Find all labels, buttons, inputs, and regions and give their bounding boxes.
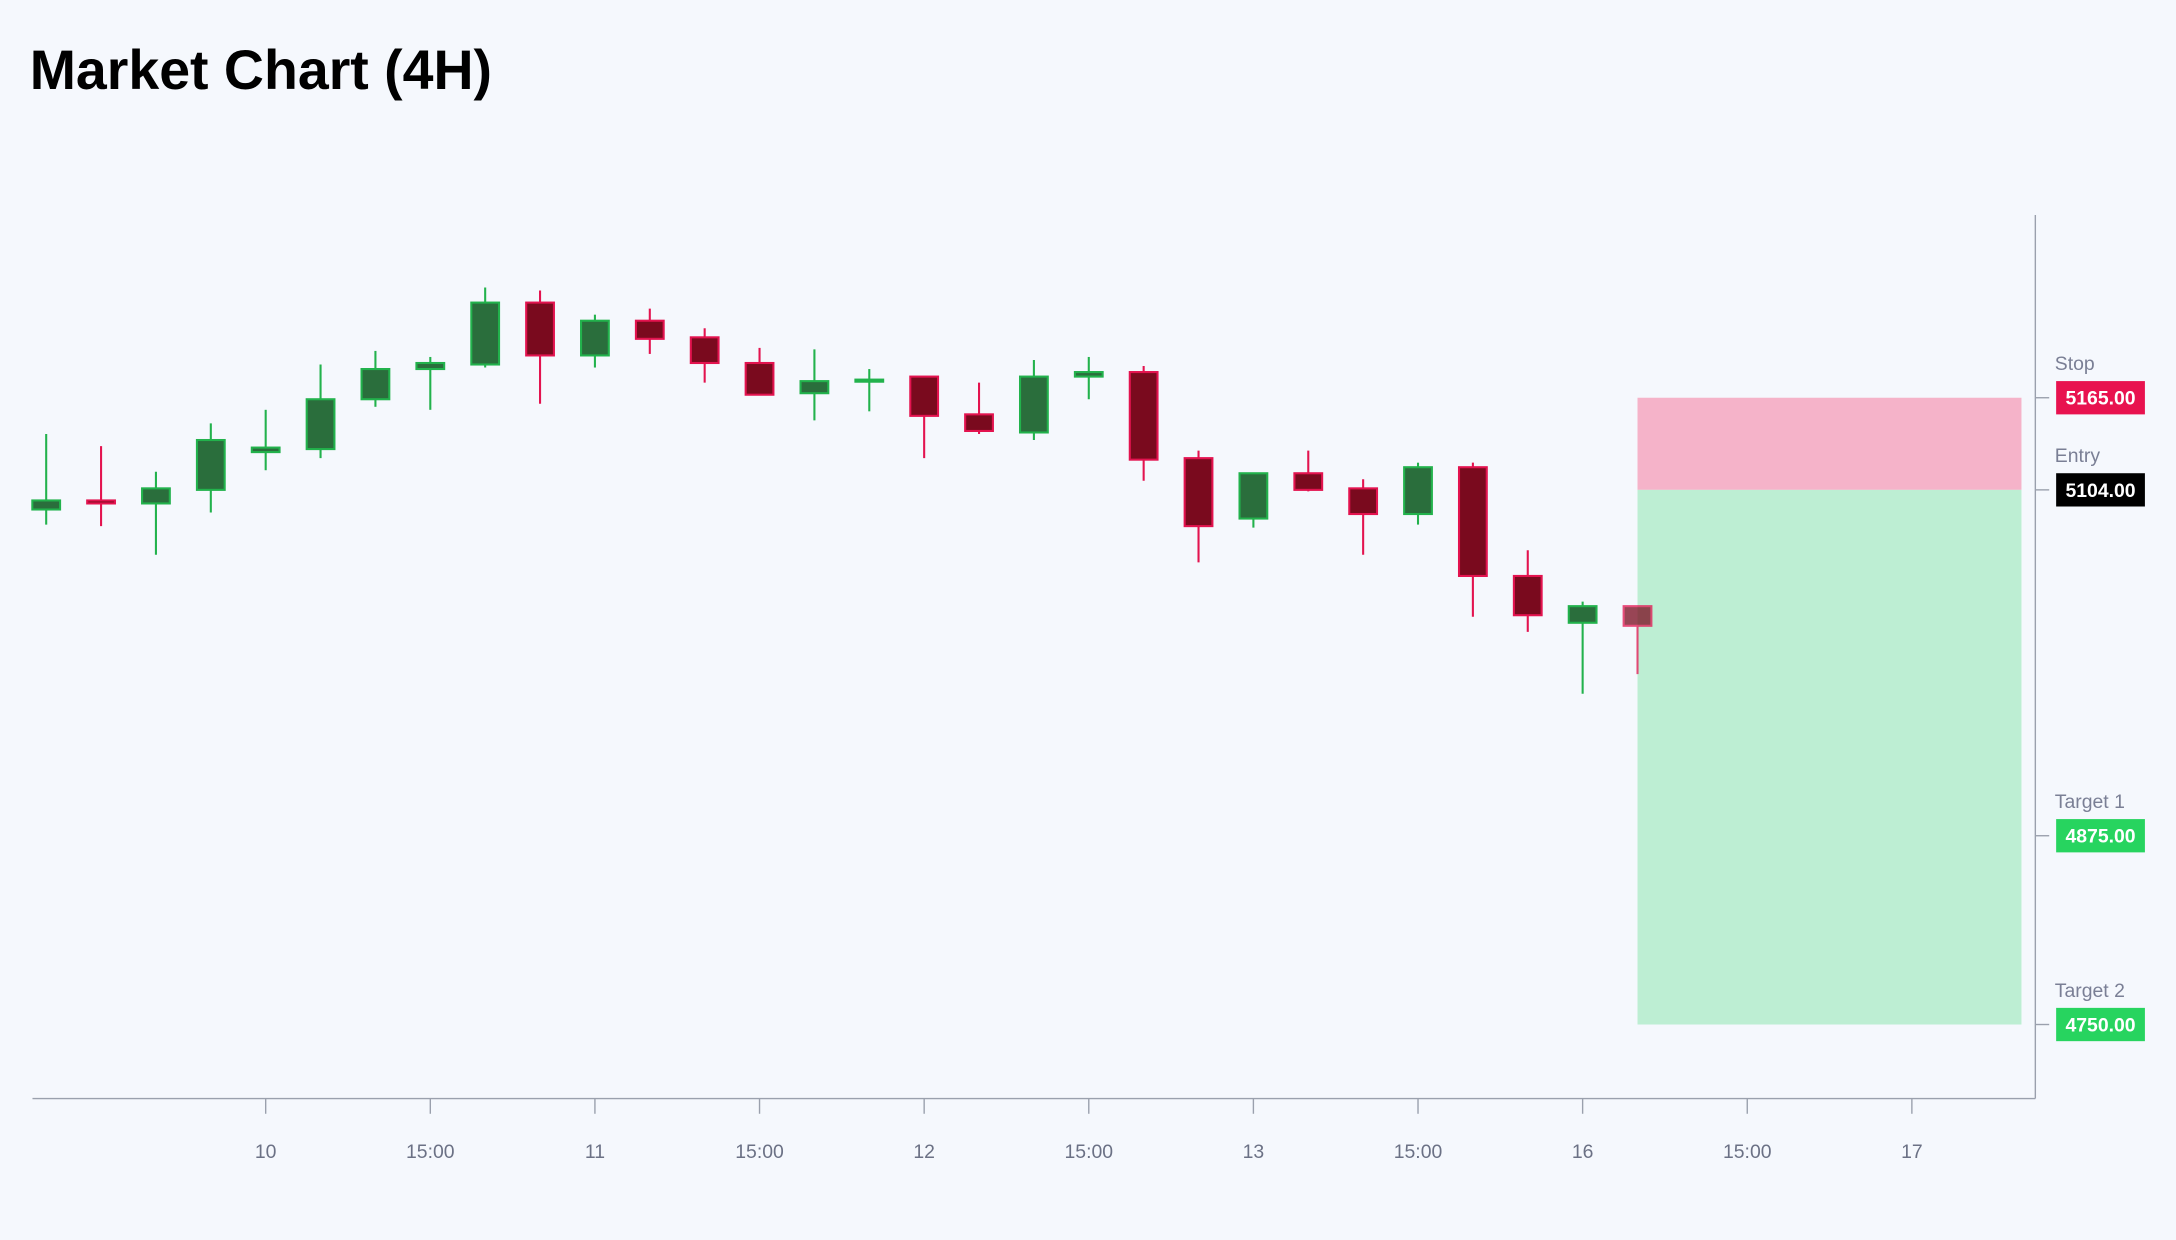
candle-body — [909, 375, 940, 417]
candle-body — [1457, 466, 1488, 577]
candle — [1512, 550, 1543, 632]
level-value: 4750.00 — [2065, 1014, 2135, 1036]
candles — [31, 287, 1653, 694]
x-tick-label: 17 — [1901, 1141, 1923, 1163]
x-tick-label: 12 — [913, 1141, 935, 1163]
candle — [141, 471, 171, 555]
candle-body — [360, 368, 391, 401]
level-name: Target 1 — [2055, 791, 2125, 813]
candle — [1348, 479, 1379, 555]
candle — [195, 423, 226, 513]
candle-body — [1403, 466, 1433, 516]
level-value: 5104.00 — [2065, 480, 2135, 502]
x-tick-label: 13 — [1243, 1141, 1265, 1163]
level-name: Entry — [2055, 445, 2101, 467]
level-value: 5165.00 — [2065, 388, 2135, 410]
candle — [1567, 601, 1598, 694]
risk-zone — [1637, 397, 2022, 490]
x-tick-label: 15:00 — [735, 1141, 784, 1163]
level-value: 4875.00 — [2065, 826, 2135, 848]
x-tick-label: 15:00 — [1394, 1141, 1443, 1163]
candle — [360, 350, 391, 407]
candle — [1622, 605, 1653, 675]
candle — [31, 433, 62, 525]
candle-body — [1512, 574, 1543, 617]
candle-body — [634, 319, 665, 340]
candle — [799, 349, 830, 421]
candle-body — [525, 301, 555, 357]
candle-body — [1293, 472, 1324, 491]
candle-body — [1622, 605, 1653, 627]
candle — [1183, 450, 1214, 563]
zones — [1637, 397, 2022, 1025]
candle — [415, 356, 446, 410]
candle — [305, 364, 336, 459]
level-badge — [2056, 381, 2145, 415]
candle-body — [854, 378, 885, 383]
candle — [854, 369, 885, 412]
candle — [1457, 462, 1488, 617]
x-tick-label: 10 — [255, 1141, 277, 1163]
candle — [1073, 356, 1104, 400]
candle-body — [1238, 472, 1269, 520]
level-badge — [2056, 819, 2145, 853]
candle-body — [86, 499, 116, 505]
x-tick-label: 15:00 — [1064, 1141, 1113, 1163]
x-tick-label: 15:00 — [406, 1141, 455, 1163]
level-badge — [2056, 1007, 2145, 1042]
chart-title: Market Chart (4H) — [30, 39, 492, 101]
candle-body — [305, 398, 336, 451]
candle — [250, 409, 281, 471]
x-tick-label: 11 — [585, 1141, 605, 1163]
candle — [689, 328, 720, 383]
reward-zone — [1637, 489, 2022, 1025]
candle-body — [689, 336, 720, 365]
candle — [1128, 366, 1159, 481]
candle-body — [141, 487, 171, 505]
x-tick-label: 16 — [1572, 1141, 1594, 1163]
candle — [909, 375, 940, 459]
candle-body — [1073, 371, 1104, 378]
axes: 10 15:00 11 15:00 12 15:00 13 15:00 16 15:00 17 Sto… — [32, 214, 2145, 1163]
candle — [744, 347, 775, 396]
candle-body — [1567, 605, 1598, 624]
candle — [1403, 462, 1433, 525]
candle — [86, 446, 116, 527]
candle — [580, 314, 610, 368]
candle-body — [470, 301, 501, 366]
candle — [964, 382, 994, 434]
candle-body — [580, 319, 610, 357]
candle — [1238, 472, 1269, 528]
x-tick-label: 15:00 — [1723, 1141, 1772, 1163]
candle-body — [415, 361, 446, 371]
candle-body — [1018, 375, 1049, 434]
level-badge — [2056, 473, 2145, 507]
level-name: Target 2 — [2055, 980, 2125, 1002]
candle-body — [1348, 487, 1379, 516]
candle — [1293, 450, 1324, 492]
candle-body — [1183, 457, 1214, 528]
candle — [470, 287, 501, 368]
candle-body — [1128, 371, 1159, 461]
candle — [1018, 359, 1049, 441]
level-name: Stop — [2055, 353, 2095, 375]
candle-body — [250, 446, 281, 454]
candle-body — [964, 413, 994, 433]
candle-body — [31, 499, 62, 511]
candle-body — [744, 361, 775, 396]
candle-body — [195, 438, 226, 491]
candle — [525, 290, 555, 404]
candle — [634, 308, 665, 354]
candle-body — [799, 380, 830, 395]
